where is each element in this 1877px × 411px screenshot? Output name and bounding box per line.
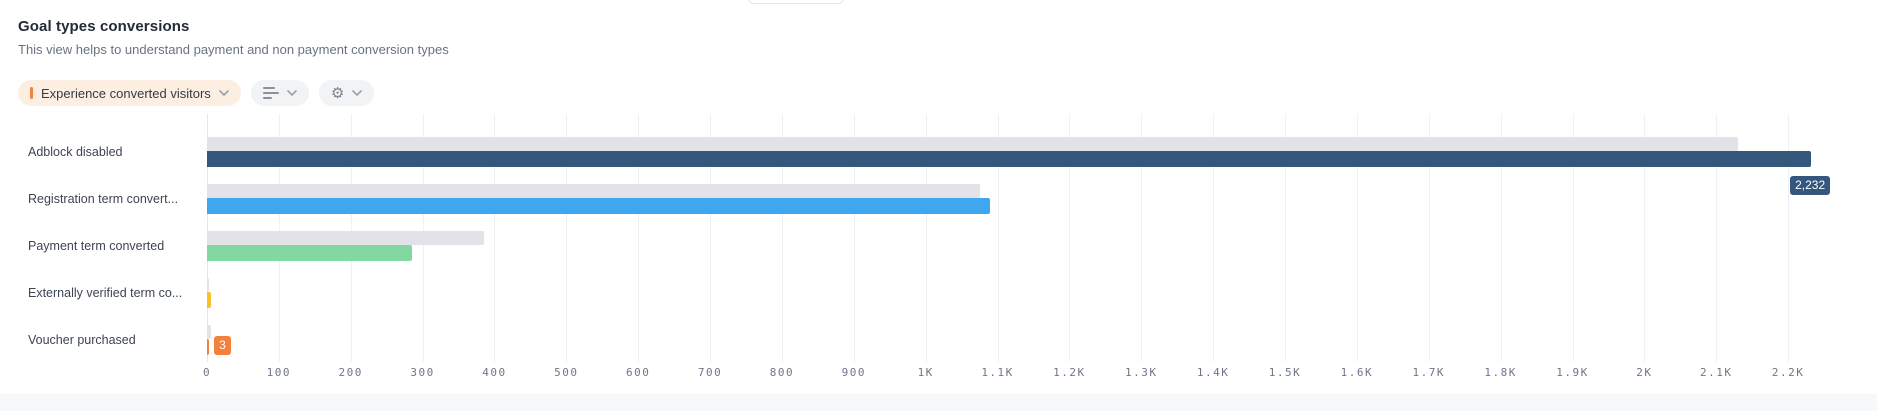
axis-tick-label: 500 xyxy=(554,366,579,379)
bottom-background-strip xyxy=(0,394,1877,411)
page-subtitle: This view helps to understand payment an… xyxy=(18,42,449,57)
axis-tick-label: 400 xyxy=(482,366,507,379)
bar-pair xyxy=(207,325,1860,355)
gridline xyxy=(494,114,496,362)
metric-selector-chip[interactable]: Experience converted visitors xyxy=(18,80,241,106)
metric-color-marker xyxy=(30,87,33,99)
bar-pair xyxy=(207,278,1860,308)
comparison-bar[interactable] xyxy=(207,137,1738,151)
comparison-bar[interactable] xyxy=(207,231,484,245)
category-label: Voucher purchased xyxy=(28,333,136,347)
gridline xyxy=(781,114,783,362)
chevron-down-icon xyxy=(219,89,229,97)
comparison-bar[interactable] xyxy=(207,184,980,198)
data-label-badge: 2,232 xyxy=(1790,176,1831,195)
metric-selector-label: Experience converted visitors xyxy=(41,85,211,101)
gridline xyxy=(638,114,640,362)
gridline xyxy=(1716,114,1718,362)
axis-tick-label: 2K xyxy=(1636,366,1653,379)
axis-tick-label: 800 xyxy=(769,366,795,379)
chart-x-axis: 0 100 200 300 400 500 600 700 800 900 1K 1.1K 1.2K 1.… xyxy=(203,366,1860,382)
axis-tick-label: 1K xyxy=(917,366,934,379)
gridline xyxy=(1428,114,1430,362)
axis-tick-label: 1.3K xyxy=(1125,366,1158,379)
axis-tick-label: 2.1K xyxy=(1700,366,1733,379)
axis-tick-label: 1.5K xyxy=(1268,366,1302,379)
gridline xyxy=(853,114,855,362)
gridline xyxy=(566,114,568,362)
axis-tick-label: 900 xyxy=(841,366,866,379)
chart-toolbar: Experience converted visitors ⚙ xyxy=(18,80,375,106)
lines-icon xyxy=(262,87,279,99)
category-label: Registration term convert... xyxy=(28,192,179,206)
dimension-selector-chip[interactable] xyxy=(250,80,309,106)
axis-tick-label: 1.8K xyxy=(1484,366,1517,379)
chart-category-labels: Adblock disabled Registration term conver… xyxy=(28,114,206,362)
category-label: Adblock disabled xyxy=(28,145,123,159)
cutoff-floating-card xyxy=(748,0,844,4)
axis-tick-label: 1.6K xyxy=(1340,366,1374,379)
comparison-bar[interactable] xyxy=(207,278,210,292)
axis-tick-label: 700 xyxy=(697,366,723,379)
bar-pair xyxy=(207,137,1860,167)
bar-pair xyxy=(207,184,1860,214)
gridline xyxy=(1572,114,1574,362)
gridline xyxy=(1356,114,1358,362)
value-bar[interactable] xyxy=(207,339,210,355)
gridline xyxy=(1500,114,1502,362)
gridline xyxy=(1069,114,1071,362)
gear-icon: ⚙ xyxy=(330,83,345,102)
gridline xyxy=(1213,114,1215,362)
chevron-down-icon xyxy=(287,89,297,97)
category-label: Externally verified term co... xyxy=(28,286,183,300)
axis-tick-label: 1.2K xyxy=(1053,366,1086,379)
gridline xyxy=(1285,114,1287,362)
comparison-bar[interactable] xyxy=(207,325,211,339)
axis-tick-label: 2.2K xyxy=(1771,366,1805,379)
axis-tick-label: 200 xyxy=(338,366,363,379)
gridline xyxy=(1644,114,1646,362)
axis-tick-label: 1.9K xyxy=(1556,366,1589,379)
value-bar[interactable] xyxy=(207,292,211,308)
value-bar[interactable] xyxy=(207,245,412,261)
category-label: Payment term converted xyxy=(28,239,165,253)
gridline xyxy=(925,114,927,362)
data-label-badge: 3 xyxy=(214,336,231,355)
axis-tick-label: 100 xyxy=(266,366,292,379)
settings-chip[interactable]: ⚙ xyxy=(318,80,375,106)
axis-tick-label: 0 xyxy=(202,366,212,379)
axis-tick-label: 1.7K xyxy=(1412,366,1446,379)
value-bar[interactable] xyxy=(207,198,991,214)
value-bar[interactable] xyxy=(207,151,1812,167)
page-title: Goal types conversions xyxy=(18,18,190,35)
chart-plot-area: 2,232 3 xyxy=(207,114,1860,362)
axis-tick-label: 1.4K xyxy=(1196,366,1230,379)
chevron-down-icon xyxy=(352,89,363,97)
gridline xyxy=(997,114,999,362)
gridline xyxy=(1141,114,1143,362)
gridline xyxy=(710,114,712,362)
axis-tick-label: 300 xyxy=(410,366,435,379)
axis-tick-label: 600 xyxy=(626,366,651,379)
bar-pair xyxy=(207,231,1860,261)
gridline xyxy=(1788,114,1790,362)
axis-tick-label: 1.1K xyxy=(981,366,1014,379)
